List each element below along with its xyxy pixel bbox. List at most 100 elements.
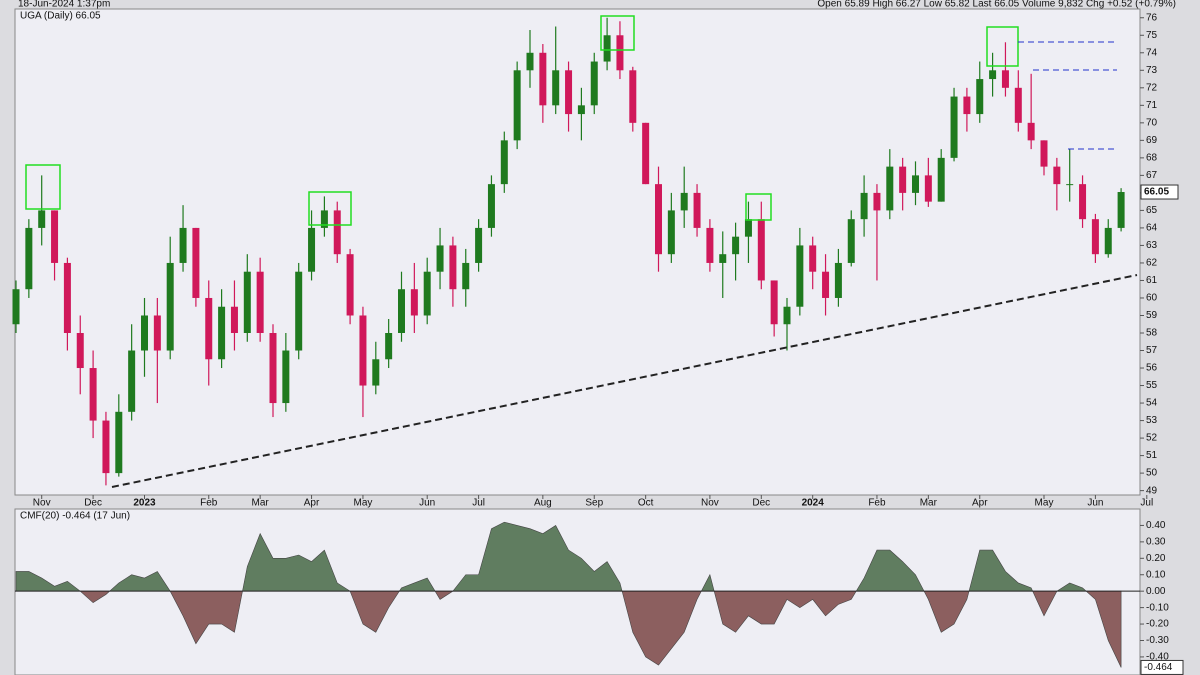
candle-body xyxy=(115,411,123,474)
candle-body xyxy=(141,315,148,351)
y-tick-label: 51 xyxy=(1146,450,1158,461)
cmf-area xyxy=(15,521,1122,668)
y-tick-label: 52 xyxy=(1146,433,1158,444)
candle-body xyxy=(860,192,868,220)
candle-body xyxy=(642,122,650,185)
candle-body xyxy=(76,333,84,369)
candle-body xyxy=(590,61,598,106)
y-tick-label: 72 xyxy=(1146,82,1158,93)
x-tick-label: Dec xyxy=(752,498,770,509)
candle-body xyxy=(398,289,405,333)
x-tick-label: Sep xyxy=(585,498,603,509)
peak-box xyxy=(25,164,61,210)
marks: 4950515253545556575859606162636465666768… xyxy=(12,12,1184,675)
x-tick-label: 2023 xyxy=(133,498,156,509)
x-tick-label: Nov xyxy=(33,498,51,509)
candle-body xyxy=(385,333,393,360)
x-tick-label: Jul xyxy=(1140,498,1153,509)
peak-box xyxy=(986,26,1019,67)
y-tick-label: 0.10 xyxy=(1146,569,1166,580)
x-tick-label: 2024 xyxy=(802,498,825,509)
candle-body xyxy=(924,175,932,202)
candle-body xyxy=(308,227,316,272)
candle-body xyxy=(449,245,457,290)
last-cmf-box xyxy=(1140,659,1184,675)
candle-body xyxy=(166,262,174,351)
candle-body xyxy=(1027,122,1035,141)
x-tick-label: Jun xyxy=(1087,498,1103,509)
x-tick-label: Dec xyxy=(84,498,102,509)
cmf-title: CMF(20) -0.464 (17 Jun) xyxy=(20,511,130,522)
candle-body xyxy=(346,254,354,316)
y-tick-label: 76 xyxy=(1146,12,1158,23)
candle-body xyxy=(1091,219,1099,255)
candle-body xyxy=(937,157,945,202)
x-tick-label: Feb xyxy=(200,498,218,509)
y-tick-label: 62 xyxy=(1146,258,1158,269)
candle-body xyxy=(899,166,907,193)
candle-body xyxy=(462,262,470,290)
candle-body xyxy=(500,140,508,185)
candle-body xyxy=(128,350,136,412)
y-tick-label: 61 xyxy=(1146,275,1158,286)
y-tick-label: 0.20 xyxy=(1146,553,1166,564)
y-tick-label: 75 xyxy=(1146,30,1158,41)
candle-body xyxy=(333,210,341,255)
y-tick-label: 63 xyxy=(1146,240,1158,251)
y-tick-label: 53 xyxy=(1146,415,1158,426)
candle-body xyxy=(63,262,71,333)
candle-body xyxy=(513,70,521,141)
candle-body xyxy=(744,219,752,237)
last-price-label: 66.05 xyxy=(1144,187,1169,198)
candle-body xyxy=(719,254,727,263)
candle-body xyxy=(102,420,110,474)
candle-body xyxy=(38,210,46,228)
candle-body xyxy=(912,175,919,193)
candle-body xyxy=(25,227,33,290)
x-tick-label: Apr xyxy=(304,498,320,509)
candle-body xyxy=(989,70,997,80)
candle-body xyxy=(410,289,418,316)
peak-boxes xyxy=(25,15,1019,226)
candle-body xyxy=(192,227,200,298)
candle-body xyxy=(1117,192,1125,228)
x-tick-label: Jun xyxy=(419,498,435,509)
candle-body xyxy=(822,271,830,298)
y-tick-label: 56 xyxy=(1146,363,1158,374)
y-tick-label: 59 xyxy=(1146,310,1158,321)
candle-body xyxy=(218,306,226,360)
y-tick-label: 68 xyxy=(1146,153,1158,164)
candle-body xyxy=(1104,227,1112,255)
candle-body xyxy=(436,245,444,272)
candle-body xyxy=(629,70,637,123)
candle-body xyxy=(655,184,662,255)
candle-body xyxy=(423,271,431,316)
x-tick-label: Aug xyxy=(534,498,552,509)
candle-body xyxy=(757,219,765,281)
candle-body xyxy=(693,192,701,228)
candle-body xyxy=(1040,140,1048,167)
candle-body xyxy=(282,350,290,404)
candle-body xyxy=(577,105,585,115)
y-tick-label: 70 xyxy=(1146,117,1158,128)
candle-body xyxy=(1014,87,1022,123)
candle-body xyxy=(783,306,791,325)
candle-body xyxy=(230,306,238,333)
candle-body xyxy=(12,289,20,325)
last-cmf-label: -0.464 xyxy=(1144,662,1173,673)
y-tick-label: 67 xyxy=(1146,170,1158,181)
candle-body xyxy=(680,192,688,211)
candle-body xyxy=(834,262,842,298)
last-price-box xyxy=(1140,184,1179,200)
candle-body xyxy=(295,271,303,351)
candle-body xyxy=(950,96,958,158)
candle-body xyxy=(526,52,534,71)
x-tick-label: May xyxy=(1035,498,1054,509)
y-tick-label: 73 xyxy=(1146,65,1158,76)
candle-body xyxy=(809,245,817,272)
y-tick-label: -0.10 xyxy=(1146,602,1169,613)
x-tick-label: Apr xyxy=(972,498,988,509)
y-tick-label: 0.30 xyxy=(1146,537,1166,548)
